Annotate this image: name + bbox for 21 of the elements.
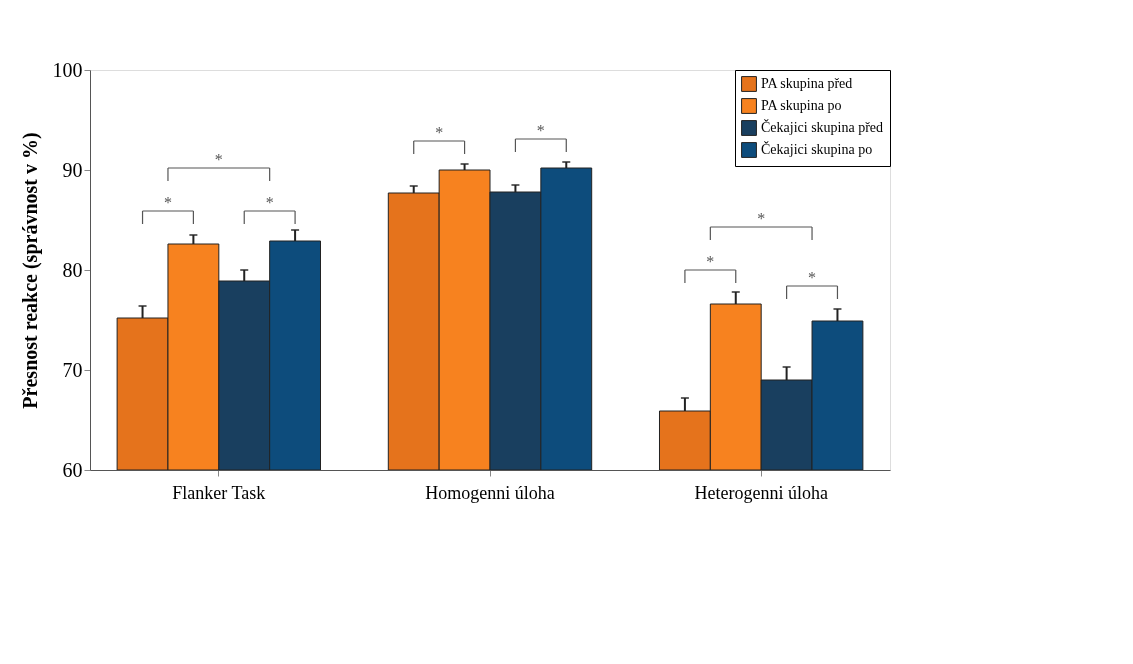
legend-label: Čekajici skupina po xyxy=(761,141,873,157)
annotation: * xyxy=(536,122,545,139)
annotation: * xyxy=(214,151,223,168)
annotation: * xyxy=(435,124,444,141)
y-tick-label: 100 xyxy=(52,58,83,81)
x-tick-label: Heterogenni úloha xyxy=(694,482,828,503)
y-tick-label: 60 xyxy=(62,458,83,481)
y-tick-label: 90 xyxy=(62,158,83,181)
x-tick-label: Homogenni úloha xyxy=(425,482,555,503)
legend-label: PA skupina před xyxy=(761,76,853,91)
x-tick-label: Flanker Task xyxy=(172,482,266,503)
annotation: * xyxy=(808,269,817,286)
annotation: * xyxy=(757,210,766,227)
legend-label: PA skupina po xyxy=(761,98,842,113)
annotation: * xyxy=(706,253,715,270)
annotation: * xyxy=(163,194,172,211)
y-axis-title: Přesnost reakce (správnost v %) xyxy=(18,132,42,409)
annotation: * xyxy=(265,194,274,211)
legend-label: Čekajici skupina před xyxy=(761,119,884,135)
y-tick-label: 70 xyxy=(62,358,83,381)
y-tick-label: 80 xyxy=(62,258,83,281)
